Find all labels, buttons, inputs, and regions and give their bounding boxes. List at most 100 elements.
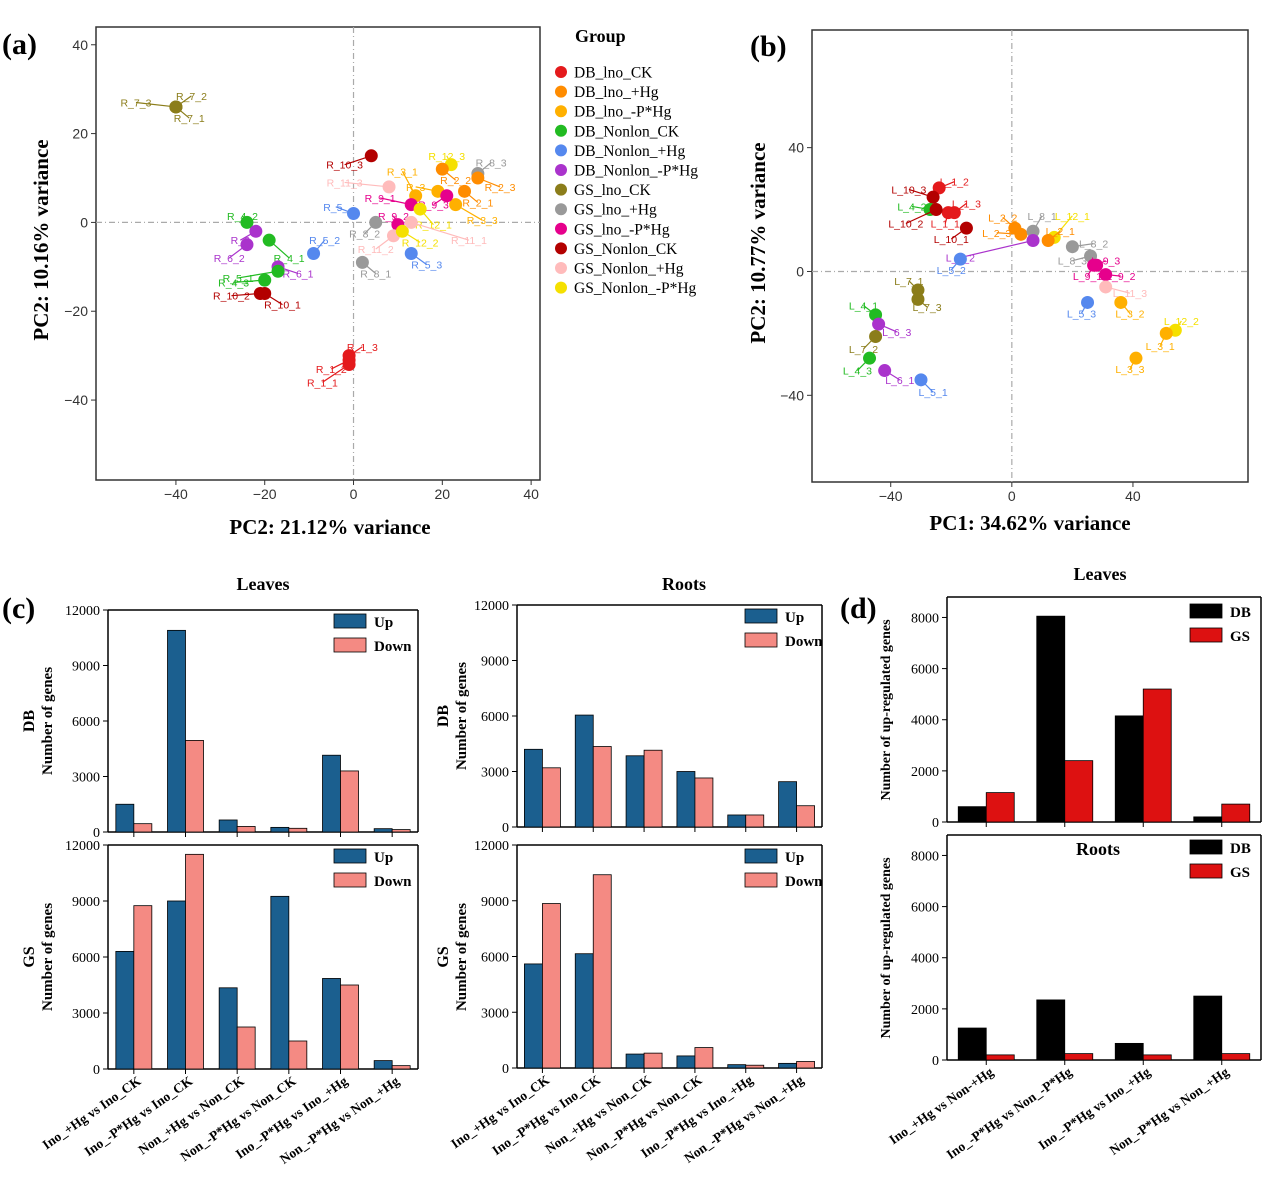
- y-axis-title: Number of genes: [454, 662, 470, 770]
- sample-point: [1026, 224, 1040, 238]
- legend-label-5: DB_Nonlon_-P*Hg: [574, 163, 698, 180]
- legend-swatch-2: [555, 105, 567, 118]
- legend-label-up: Up: [785, 850, 804, 866]
- legend-swatch-1: [555, 85, 567, 98]
- sample-label: L_8_3: [1058, 256, 1087, 268]
- y-tick-label: 12000: [474, 839, 509, 854]
- y-tick-label: 6000: [72, 715, 100, 730]
- sample-point: [914, 373, 928, 387]
- legend-swatch-4: [555, 144, 567, 157]
- bar-gs-0: [985, 792, 1015, 823]
- sample-point: [911, 292, 925, 306]
- chart-title: Leaves: [1074, 564, 1127, 584]
- legend-label-down: Down: [785, 874, 823, 890]
- sample-label: L_5_1: [919, 387, 948, 399]
- bar-down-3: [694, 777, 714, 828]
- legend-label-down: Down: [374, 874, 412, 890]
- y-axis-title: Number of up-regulated genes: [879, 857, 894, 1039]
- y-tick-label: 40: [788, 140, 804, 156]
- sample-label: R_1_3: [347, 342, 378, 354]
- legend-swatch-gs: [1189, 863, 1223, 879]
- legend-label-11: GS_Nonlon_-P*Hg: [574, 280, 697, 297]
- sample-point: [929, 203, 943, 217]
- panel-label-b: (b): [750, 30, 787, 63]
- chart-title: Roots: [662, 574, 706, 594]
- x-tick-label: −40: [879, 488, 903, 504]
- bar-down-4: [340, 770, 359, 833]
- sample-label: L_8_1: [1028, 211, 1057, 223]
- sample-point: [347, 207, 361, 221]
- sample-label: L_10_1: [934, 234, 969, 246]
- bar-gs-3: [1221, 803, 1251, 823]
- legend-label-9: GS_Nonlon_CK: [574, 241, 678, 258]
- legend-items: DB_lno_CK DB_lno_+Hg DB_lno_-P*Hg DB_Nonlon…: [555, 65, 698, 297]
- bar-up-1: [167, 900, 186, 1070]
- legend-label-db: DB: [1230, 841, 1251, 857]
- bar-down-4: [745, 814, 765, 828]
- sample-label: R_5_: [323, 202, 348, 214]
- bar-up-4: [322, 754, 341, 833]
- y-tick-label: 8000: [911, 849, 939, 864]
- sample-point: [869, 329, 883, 343]
- sample-point: [458, 184, 472, 198]
- up-leaves-bar-chart: 0 2000 4000 6000 8000 DB GS Leaves Number of up-…: [879, 564, 1262, 831]
- y-tick-label: 3000: [72, 771, 100, 786]
- group-legend: Group DB_lno_CKDB_lno_+HgDB_lno_-P*HgDB_…: [555, 26, 698, 297]
- bar-up-3: [270, 895, 290, 1070]
- bar-down-0: [542, 903, 561, 1069]
- y-tick-label: 6000: [481, 710, 509, 725]
- y-tick-label: 4000: [911, 952, 939, 967]
- chart-title: Roots: [1076, 839, 1120, 859]
- bar-down-2: [236, 826, 256, 833]
- sample-label: R_4_3: [218, 277, 249, 289]
- sample-label: L_1_3: [952, 198, 981, 210]
- panel-label-c: (c): [2, 592, 35, 625]
- bar-down-4: [745, 1064, 765, 1069]
- bar-up-1: [574, 953, 594, 1069]
- sample-label: L_4_2: [897, 201, 926, 213]
- legend-label-gs: GS: [1230, 629, 1250, 645]
- sample-label: L_5_2: [937, 265, 966, 277]
- sample-point: [932, 181, 946, 195]
- sample-label: R_12_1: [415, 220, 452, 232]
- legend-swatch-up: [333, 613, 367, 629]
- y-tick-label: 3000: [481, 766, 509, 781]
- sample-point: [240, 238, 254, 252]
- x-tick-label: −20: [253, 486, 277, 502]
- sample-point: [1129, 351, 1143, 365]
- sample-point: [342, 358, 356, 372]
- sample-label: R_7_1: [174, 113, 205, 125]
- bar-down-1: [592, 874, 612, 1069]
- y-axis-title: Number of genes: [454, 903, 470, 1011]
- y-tick-label: 8000: [911, 611, 939, 626]
- sample-label: R_8_2: [349, 229, 380, 241]
- sample-label: R_1_1: [307, 377, 338, 389]
- y-tick-label: 6000: [72, 951, 100, 966]
- bar-down-5: [796, 805, 815, 828]
- point-leader-line: [135, 101, 176, 108]
- bar-up-3: [270, 826, 290, 833]
- sample-point: [395, 224, 409, 238]
- pca-leaves-chart: −40 0 40 −40 0 40 PC1: 34.62% variance PC2: 10.…: [746, 29, 1249, 535]
- legend-label-0: DB_lno_CK: [574, 65, 653, 82]
- sample-label: R_11_2: [358, 244, 394, 256]
- bar-db-3: [1193, 816, 1223, 823]
- bar-down-0: [133, 823, 153, 833]
- sample-point: [258, 286, 272, 300]
- sample-label: L_4_1: [849, 301, 878, 313]
- bar-up-0: [524, 963, 543, 1069]
- sample-label: R_4_2: [227, 211, 258, 223]
- legend-label-1: DB_lno_+Hg: [574, 84, 659, 101]
- legend-label-8: GS_lno_-P*Hg: [574, 221, 670, 238]
- bar-db-1: [1036, 615, 1066, 823]
- legend-swatch-up: [744, 608, 778, 624]
- y-tick-label: 20: [72, 126, 88, 142]
- sample-point: [1014, 227, 1028, 241]
- legend-label-down: Down: [374, 639, 412, 655]
- sample-label: L_1_2: [940, 177, 969, 189]
- x-axis-title: PC2: 21.12% variance: [229, 515, 430, 539]
- x-tick-label: 0: [350, 486, 358, 502]
- y-axis-title: PC2: 10.77% variance: [746, 142, 770, 343]
- y-tick-label: 40: [72, 37, 88, 53]
